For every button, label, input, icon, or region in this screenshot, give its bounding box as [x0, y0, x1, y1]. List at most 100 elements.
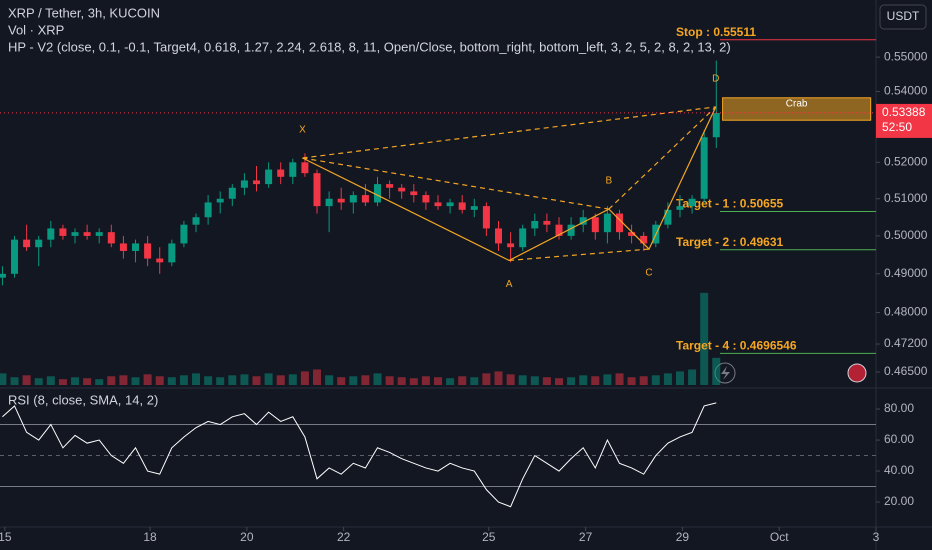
- candle-body: [688, 198, 696, 207]
- x-tick-label: 15: [0, 530, 12, 544]
- volume-bar: [300, 371, 309, 385]
- rsi-tick-label: 40.00: [884, 463, 914, 477]
- y-tick-label: 0.48000: [884, 305, 928, 319]
- pattern-dashed: [302, 157, 609, 210]
- candle-body: [337, 198, 345, 203]
- volume-bar: [567, 377, 576, 385]
- volume-bar: [240, 374, 249, 385]
- candle-body: [0, 273, 6, 278]
- candle-body: [204, 202, 212, 218]
- volume-bar: [34, 378, 43, 385]
- candle-body: [507, 243, 515, 248]
- volume-bar: [325, 375, 334, 385]
- candle-body: [228, 187, 236, 199]
- pattern-label: B: [606, 176, 613, 187]
- candle-body: [325, 198, 333, 207]
- candle-body: [240, 180, 248, 188]
- volume-bar: [95, 379, 104, 385]
- volume-bar: [71, 377, 80, 385]
- volume-bar: [83, 378, 92, 385]
- volume-bar: [46, 376, 55, 385]
- volume-bar: [542, 377, 551, 385]
- candle-body: [398, 187, 406, 192]
- countdown-label: 52:50: [882, 120, 912, 134]
- rsi-tick-label: 20.00: [884, 494, 914, 508]
- level-label: Target - 1 : 0.50655: [676, 197, 783, 211]
- candle-body: [277, 169, 285, 177]
- flag-icon[interactable]: [847, 363, 867, 383]
- candle-body: [265, 169, 273, 185]
- currency-button[interactable]: [879, 4, 927, 30]
- volume-bar: [349, 376, 358, 385]
- volume-bar: [10, 377, 19, 385]
- level-label: Stop : 0.55511: [676, 25, 756, 39]
- candle-body: [59, 228, 67, 236]
- candle-body: [482, 206, 490, 229]
- volume-bar: [119, 375, 128, 385]
- volume-bar: [639, 376, 648, 385]
- y-tick-label: 0.49000: [884, 266, 928, 280]
- candle-body: [628, 232, 636, 236]
- candle-body: [579, 217, 587, 225]
- pattern-box: [722, 97, 872, 121]
- last-price-label: 0.53388: [882, 105, 926, 119]
- candle-body: [410, 191, 418, 196]
- candle-body: [95, 232, 103, 236]
- volume-bar: [58, 379, 67, 385]
- volume-bar: [155, 376, 164, 385]
- candle-body: [349, 195, 357, 203]
- volume-bar: [179, 375, 188, 385]
- volume-bar: [712, 357, 721, 385]
- candle-body: [107, 232, 115, 244]
- volume-bar: [216, 377, 225, 385]
- volume-bar: [361, 375, 370, 385]
- candle-body: [386, 184, 394, 188]
- pattern-label: D: [712, 74, 719, 85]
- volume-bar: [397, 377, 406, 385]
- candle-body: [712, 112, 720, 138]
- volume-bar: [458, 376, 467, 385]
- rsi-title: RSI (8, close, SMA, 14, 2): [8, 392, 158, 407]
- volume-bar: [288, 374, 297, 385]
- candle-body: [83, 232, 91, 236]
- candle-body: [11, 239, 19, 274]
- volume-bar: [579, 375, 588, 385]
- volume-bar: [530, 376, 539, 385]
- y-tick-label: 0.47200: [884, 336, 928, 350]
- last-price-box: [876, 103, 932, 138]
- volume-bar: [651, 375, 660, 385]
- x-tick-label: 27: [579, 530, 593, 544]
- currency-label[interactable]: USDT: [887, 9, 920, 23]
- pattern-box-label: Crab: [786, 98, 808, 109]
- candle-body: [603, 213, 611, 233]
- candle-body: [615, 213, 623, 233]
- candle-body: [519, 228, 527, 248]
- volume-bar: [554, 378, 563, 385]
- volume-bar: [143, 374, 152, 385]
- candle-body: [640, 235, 648, 244]
- volume-bar: [107, 376, 116, 385]
- volume-bar: [591, 376, 600, 385]
- alert-icon-bolt: [721, 366, 730, 380]
- candle-body: [301, 162, 309, 174]
- pattern-label: A: [506, 279, 513, 290]
- candle-body: [374, 184, 382, 203]
- candle-body: [591, 217, 599, 233]
- volume-bar: [264, 373, 273, 385]
- pattern-dashed: [302, 106, 716, 159]
- candle-body: [494, 228, 502, 244]
- volume-bar: [446, 378, 455, 385]
- volume-bar: [131, 377, 140, 385]
- candle-body: [119, 243, 127, 251]
- volume-bar: [482, 373, 491, 385]
- volume-bar: [409, 378, 418, 385]
- candle-body: [531, 220, 539, 229]
- volume-bar: [627, 377, 636, 385]
- y-tick-label: 0.46500: [884, 364, 928, 378]
- candle-body: [47, 228, 55, 240]
- candle-body: [35, 239, 43, 248]
- candle-body: [664, 209, 672, 225]
- indicator-title: HP - V2 (close, 0.1, -0.1, Target4, 0.61…: [8, 39, 731, 54]
